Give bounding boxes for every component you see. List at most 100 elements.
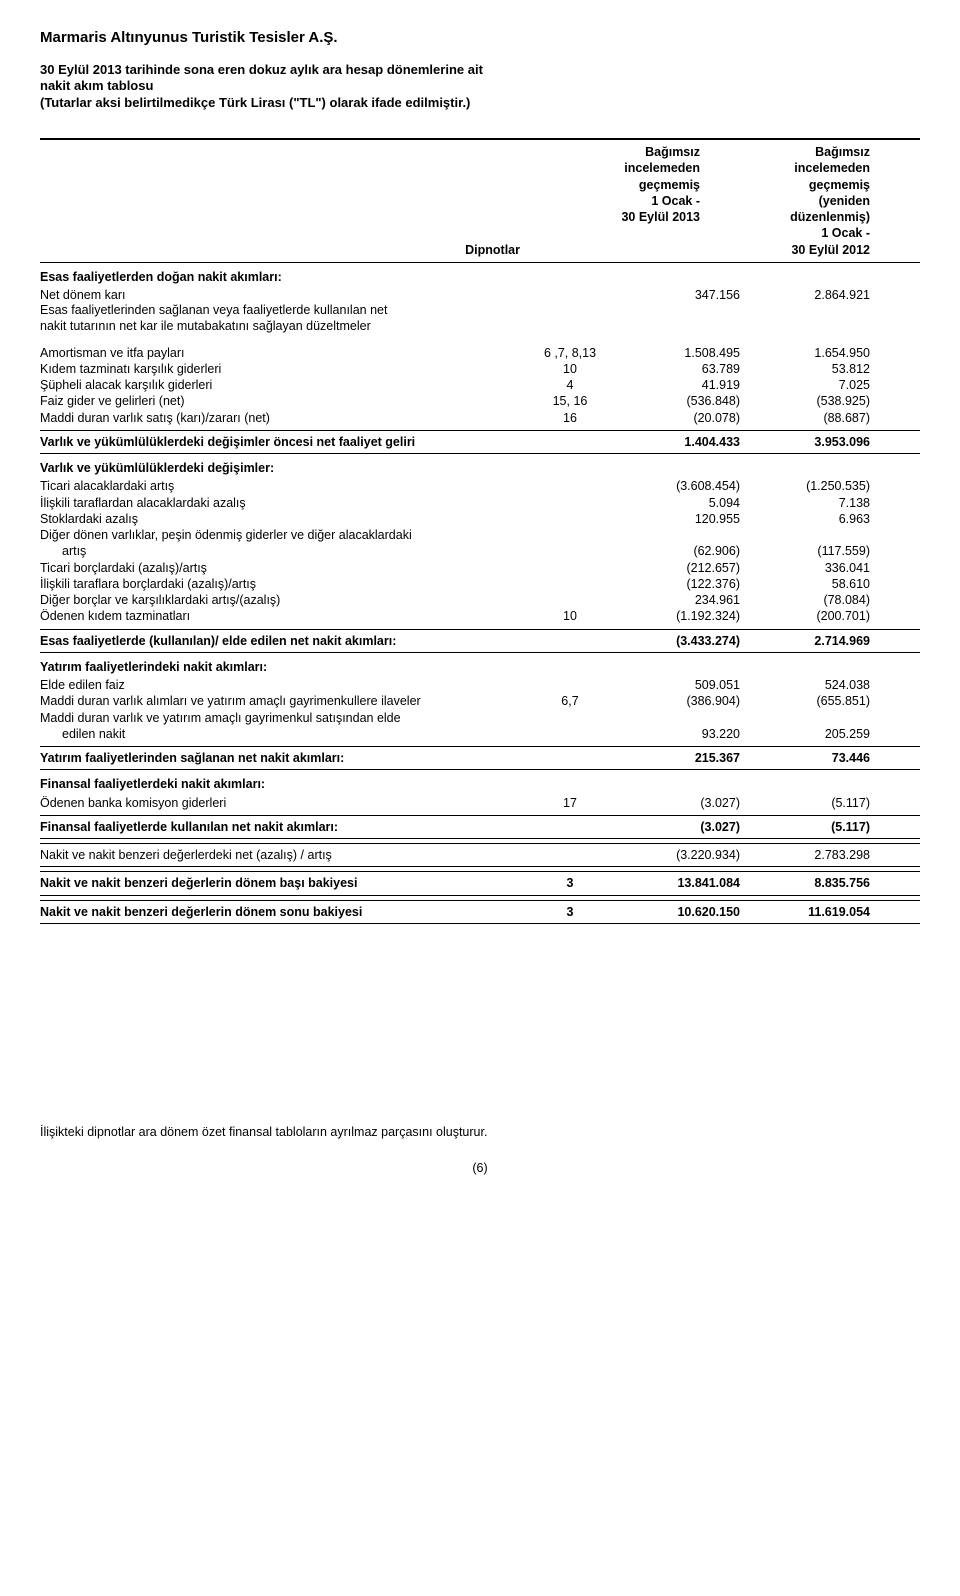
row-val: 336.041 <box>740 560 870 576</box>
row-val: 205.259 <box>740 726 870 742</box>
row-val: 41.919 <box>610 377 740 393</box>
row-label: Diğer borçlar ve karşılıklardaki artış/(… <box>40 592 530 608</box>
title-l3: (Tutarlar aksi belirtilmedikçe Türk Lira… <box>40 95 470 110</box>
row-notes: 10 <box>530 361 610 377</box>
row-val: (200.701) <box>740 608 870 624</box>
row-label: edilen nakit <box>40 726 530 742</box>
row-val: (62.906) <box>610 543 740 559</box>
hdr-notes: Dipnotlar <box>40 144 530 258</box>
row-label: İlişkili taraflardan alacaklardaki azalı… <box>40 495 530 511</box>
row-notes: 10 <box>530 608 610 624</box>
hdr-col-2: Bağımsız incelemeden geçmemiş (yeniden d… <box>700 144 870 258</box>
row-val: 73.446 <box>740 750 870 766</box>
row-val: (20.078) <box>610 410 740 426</box>
table-row: Maddi duran varlık alımları ve yatırım a… <box>40 693 920 709</box>
row-val: 53.812 <box>740 361 870 377</box>
row-label: artış <box>40 543 530 559</box>
table-row: Ticari alacaklardaki artış (3.608.454) (… <box>40 478 920 494</box>
sec3-title: Yatırım faaliyetlerindeki nakit akımları… <box>40 659 920 675</box>
row-val: 5.094 <box>610 495 740 511</box>
row-label: Net dönem karı <box>40 287 530 303</box>
subtotal-row: Esas faaliyetlerde (kullanılan)/ elde ed… <box>40 629 920 653</box>
report-title: 30 Eylül 2013 tarihinde sona eren dokuz … <box>40 62 920 113</box>
row-val: 2.783.298 <box>740 847 870 863</box>
row-label: Kıdem tazminatı karşılık giderleri <box>40 361 530 377</box>
table-row: Maddi duran varlık ve yatırım amaçlı gay… <box>40 710 920 743</box>
row-label: Nakit ve nakit benzeri değerlerin dönem … <box>40 904 530 920</box>
row-val: 2.714.969 <box>740 633 870 649</box>
table-row: Elde edilen faiz 509.051 524.038 <box>40 677 920 693</box>
table-row: Esas faaliyetlerinden sağlanan veya faal… <box>40 303 920 334</box>
row-notes: 3 <box>530 875 610 891</box>
row-label: Faiz gider ve gelirleri (net) <box>40 393 530 409</box>
row-val: (536.848) <box>610 393 740 409</box>
row-label: Maddi duran varlık alımları ve yatırım a… <box>40 693 530 709</box>
row-label: Şüpheli alacak karşılık giderleri <box>40 377 530 393</box>
row-val: 3.953.096 <box>740 434 870 450</box>
row-val: (538.925) <box>740 393 870 409</box>
subtotal-row: Finansal faaliyetlerde kullanılan net na… <box>40 815 920 839</box>
row-val: 7.138 <box>740 495 870 511</box>
company-name: Marmaris Altınyunus Turistik Tesisler A.… <box>40 28 920 48</box>
sec4-title: Finansal faaliyetlerdeki nakit akımları: <box>40 776 920 792</box>
sec2-title: Varlık ve yükümlülüklerdeki değişimler: <box>40 460 920 476</box>
row-val: 509.051 <box>610 677 740 693</box>
table-row: Ticari borçlardaki (azalış)/artış (212.6… <box>40 560 920 576</box>
sec1-title: Esas faaliyetlerden doğan nakit akımları… <box>40 269 920 285</box>
row-val: 6.963 <box>740 511 870 527</box>
table-row: Diğer borçlar ve karşılıklardaki artış/(… <box>40 592 920 608</box>
subtotal-row: Varlık ve yükümlülüklerdeki değişimler ö… <box>40 430 920 454</box>
row-val: (3.027) <box>610 819 740 835</box>
table-row: Ödenen kıdem tazminatları 10 (1.192.324)… <box>40 608 920 624</box>
row-val: 1.404.433 <box>610 434 740 450</box>
page-number: (6) <box>40 1160 920 1176</box>
row-label: Finansal faaliyetlerde kullanılan net na… <box>40 819 530 835</box>
row-val: 11.619.054 <box>740 904 870 920</box>
row-val: 215.367 <box>610 750 740 766</box>
row-notes: 15, 16 <box>530 393 610 409</box>
table-row: Faiz gider ve gelirleri (net) 15, 16 (53… <box>40 393 920 409</box>
row-val: 1.654.950 <box>740 345 870 361</box>
title-l2: nakit akım tablosu <box>40 78 153 93</box>
row-val: (88.687) <box>740 410 870 426</box>
row-val: 7.025 <box>740 377 870 393</box>
table-row: Amortisman ve itfa payları 6 ,7, 8,13 1.… <box>40 345 920 361</box>
row-val: 63.789 <box>610 361 740 377</box>
row-label: Maddi duran varlık satış (karı)/zararı (… <box>40 410 530 426</box>
table-row: İlişkili taraflardan alacaklardaki azalı… <box>40 495 920 511</box>
row-val: 524.038 <box>740 677 870 693</box>
row-label: Amortisman ve itfa payları <box>40 345 530 361</box>
row-label: İlişkili taraflara borçlardaki (azalış)/… <box>40 576 530 592</box>
row-notes <box>530 434 610 450</box>
row-val: (117.559) <box>740 543 870 559</box>
table-row: Şüpheli alacak karşılık giderleri 4 41.9… <box>40 377 920 393</box>
row-label: Ödenen kıdem tazminatları <box>40 608 530 624</box>
row-val: 8.835.756 <box>740 875 870 891</box>
footer-note: İlişikteki dipnotlar ara dönem özet fina… <box>40 1124 920 1140</box>
row-label: Yatırım faaliyetlerinden sağlanan net na… <box>40 750 530 766</box>
row-label: Ticari alacaklardaki artış <box>40 478 530 494</box>
row-notes: 16 <box>530 410 610 426</box>
row-label: nakit tutarının net kar ile mutabakatını… <box>40 319 920 335</box>
subtotal-row: Nakit ve nakit benzeri değerlerdeki net … <box>40 843 920 867</box>
row-val: 13.841.084 <box>610 875 740 891</box>
row-label: Esas faaliyetlerde (kullanılan)/ elde ed… <box>40 633 530 649</box>
table-row: Diğer dönen varlıklar, peşin ödenmiş gid… <box>40 527 920 560</box>
row-label: Nakit ve nakit benzeri değerlerin dönem … <box>40 875 530 891</box>
row-val: (78.084) <box>740 592 870 608</box>
row-val: 1.508.495 <box>610 345 740 361</box>
table-row: İlişkili taraflara borçlardaki (azalış)/… <box>40 576 920 592</box>
table-row: Ödenen banka komisyon giderleri 17 (3.02… <box>40 795 920 811</box>
table-row: Stoklardaki azalış 120.955 6.963 <box>40 511 920 527</box>
table-row: Net dönem karı 347.156 2.864.921 <box>40 287 920 303</box>
row-val: (3.433.274) <box>610 633 740 649</box>
row-label: Ticari borçlardaki (azalış)/artış <box>40 560 530 576</box>
row-val: 2.864.921 <box>740 287 870 303</box>
subtotal-row: Nakit ve nakit benzeri değerlerin dönem … <box>40 871 920 895</box>
row-val: 120.955 <box>610 511 740 527</box>
row-val: (212.657) <box>610 560 740 576</box>
row-label: Esas faaliyetlerinden sağlanan veya faal… <box>40 303 920 319</box>
row-val: (1.192.324) <box>610 608 740 624</box>
row-val: (386.904) <box>610 693 740 709</box>
table-row: Kıdem tazminatı karşılık giderleri 10 63… <box>40 361 920 377</box>
